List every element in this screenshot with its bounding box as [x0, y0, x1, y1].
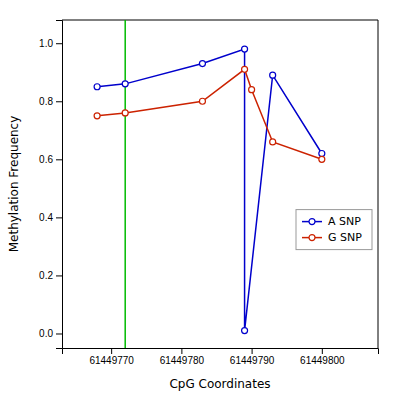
x-tick-label: 61449780 [160, 355, 205, 366]
point [242, 328, 248, 334]
x-tick-label: 61449770 [89, 355, 134, 366]
data-area [94, 20, 325, 348]
legend-box [296, 210, 372, 250]
x-tick-line [111, 348, 112, 354]
point [242, 66, 248, 72]
snp-line [124, 20, 126, 348]
x-tick-line [252, 348, 253, 354]
y-tick-line [56, 217, 62, 218]
y-tick-line [56, 101, 62, 102]
y-tick-label: 0.8 [39, 96, 53, 107]
x-tick: 61449770 [89, 348, 134, 366]
point [199, 61, 205, 67]
x-axis: 61449770 61449780 61449790 61449800 [63, 348, 379, 366]
point [94, 113, 100, 119]
point [94, 84, 100, 90]
x-tick-line [322, 348, 323, 354]
series-markers [94, 46, 325, 334]
y-tick-label: 1.0 [39, 38, 53, 49]
legend-marker [309, 219, 315, 225]
y-tick-label: 0.4 [39, 212, 53, 223]
x-axis-line [63, 349, 379, 355]
legend-marker [309, 235, 315, 241]
x-tick-label: 61449800 [300, 355, 345, 366]
y-axis: 0.0 0.2 0.4 0.6 0.8 1.0 [39, 21, 62, 349]
point [249, 87, 255, 93]
point [319, 151, 325, 157]
legend: A SNP G SNP [296, 210, 372, 250]
y-tick: 0.4 [39, 212, 62, 223]
plot: 614497706144978061449790614498000.00.20.… [7, 20, 379, 391]
y-tick-label: 0.6 [39, 154, 53, 165]
x-tick-line [181, 348, 182, 354]
point [242, 46, 248, 52]
y-tick: 0.0 [39, 328, 62, 339]
x-tick: 61449790 [230, 348, 275, 366]
y-tick-line [56, 275, 62, 276]
x-tick-label: 61449790 [230, 355, 275, 366]
point [319, 156, 325, 162]
y-tick-line [56, 159, 62, 160]
y-tick: 0.2 [39, 270, 62, 281]
x-axis-title: CpG Coordinates [169, 377, 270, 391]
y-axis-title: Methylation Frequency [7, 116, 21, 253]
series-line [97, 49, 322, 331]
point [270, 139, 276, 145]
point [122, 81, 128, 87]
x-tick: 61449780 [160, 348, 205, 366]
series-markers [94, 66, 325, 162]
y-tick-label: 0.2 [39, 270, 53, 281]
y-tick-line [56, 43, 62, 44]
legend-label: A SNP [328, 215, 361, 228]
legend-item: G SNP [302, 231, 362, 244]
point [270, 72, 276, 78]
plot-frame [62, 20, 378, 348]
x-tick: 61449800 [300, 348, 345, 366]
legend-label: G SNP [328, 231, 362, 244]
y-tick: 1.0 [39, 38, 62, 49]
point [122, 110, 128, 116]
point [199, 98, 205, 104]
y-tick-line [56, 333, 62, 334]
y-axis-line [56, 21, 63, 349]
y-tick-label: 0.0 [39, 328, 53, 339]
chart: 614497706144978061449790614498000.00.20.… [0, 0, 400, 400]
y-tick: 0.8 [39, 96, 62, 107]
legend-item: A SNP [302, 215, 361, 228]
y-tick: 0.6 [39, 154, 62, 165]
series-line [97, 69, 322, 159]
